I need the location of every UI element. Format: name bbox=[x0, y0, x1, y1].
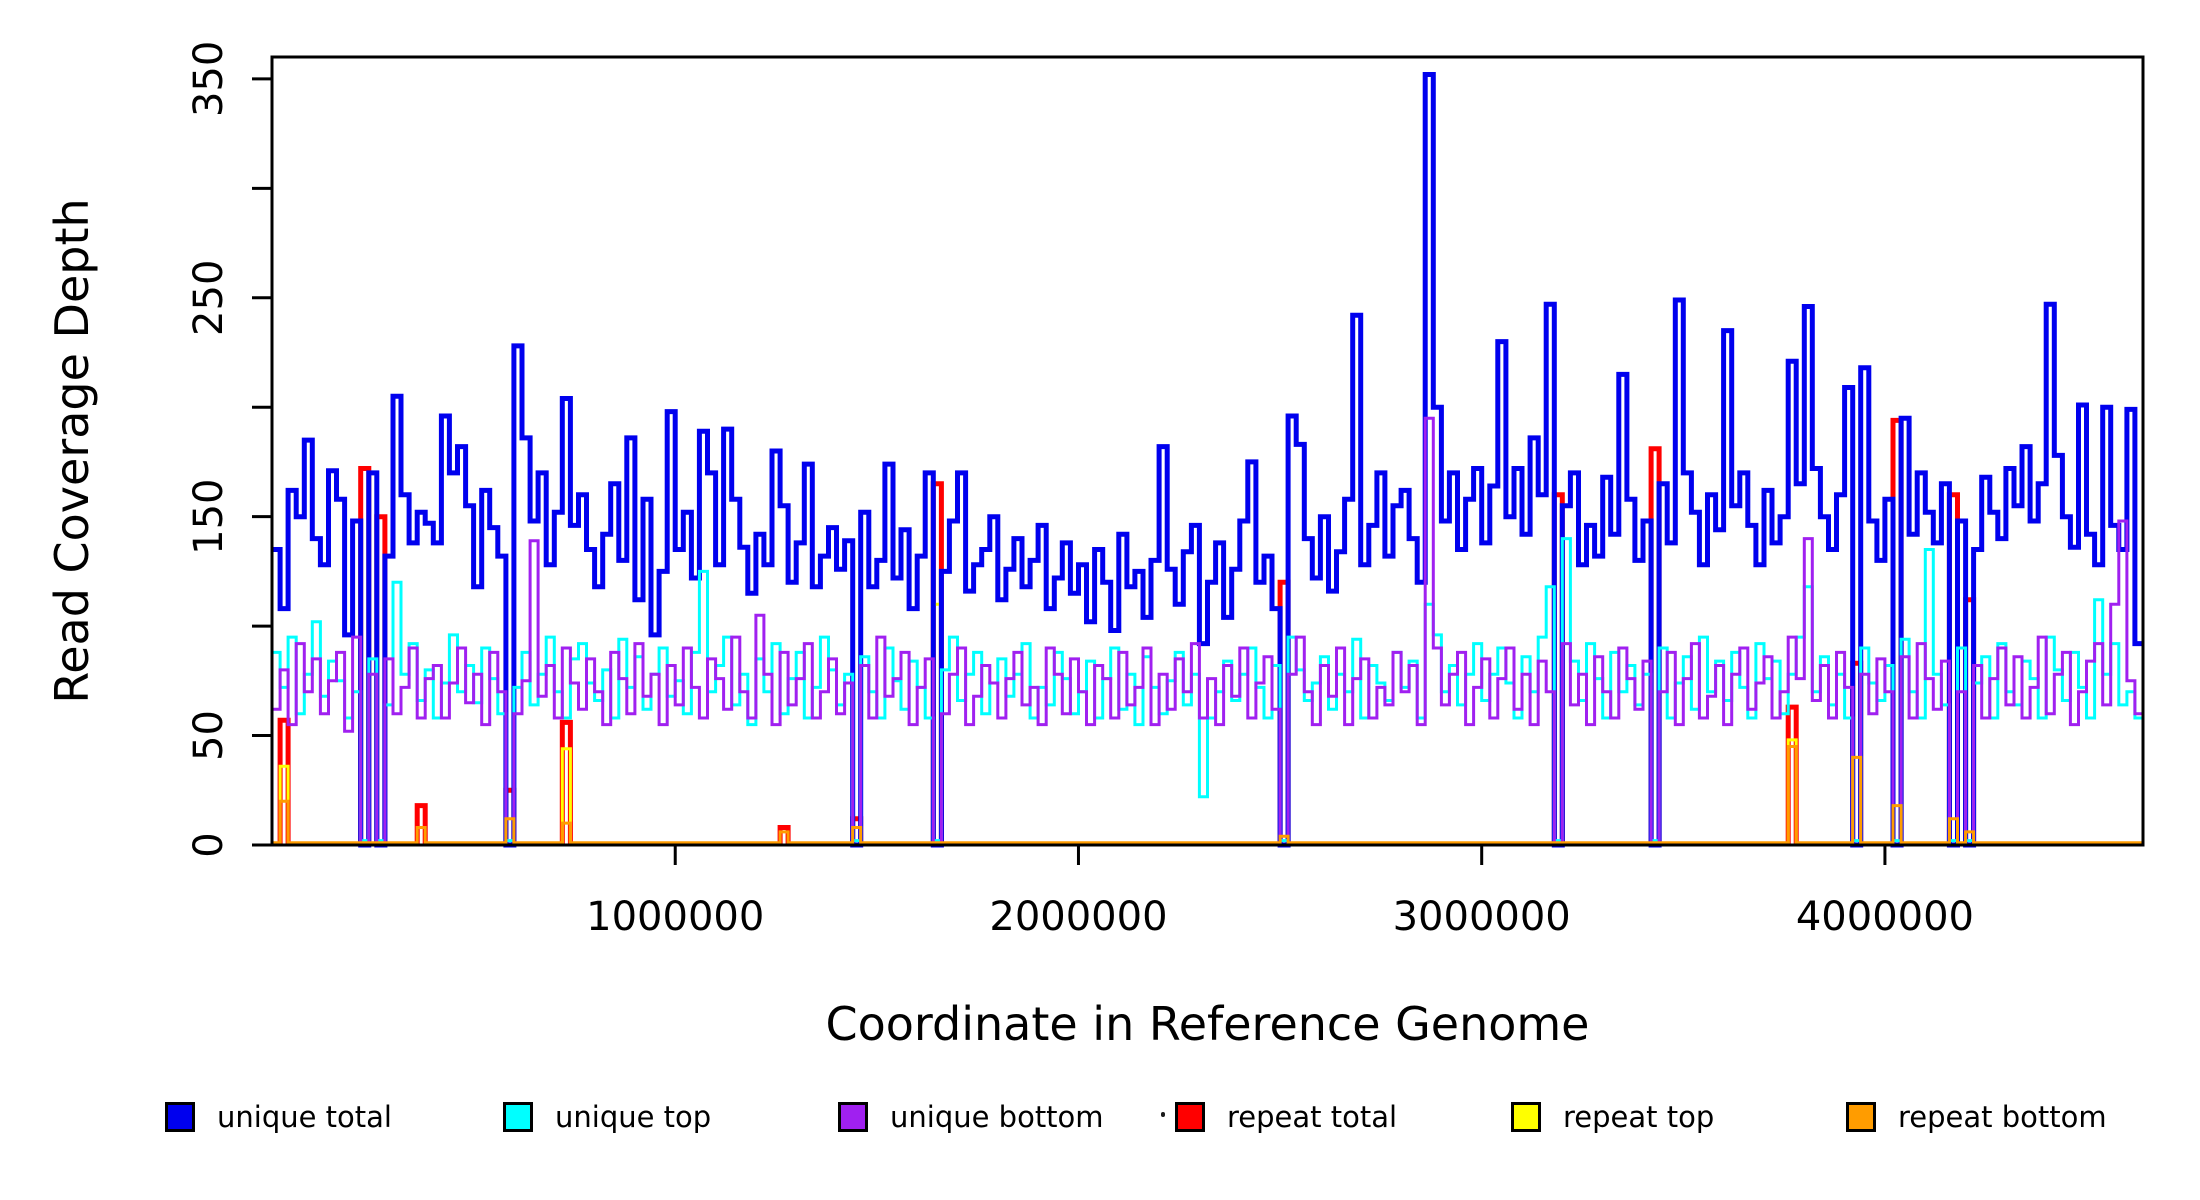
y-tick-label: 250 bbox=[186, 260, 232, 336]
repeat-total-swatch-icon bbox=[1175, 1102, 1205, 1132]
legend-item-unique-top: unique top bbox=[503, 1096, 711, 1138]
y-tick-label: 350 bbox=[186, 41, 232, 117]
legend-item-repeat-top: repeat top bbox=[1511, 1096, 1714, 1138]
x-tick-label: 2000000 bbox=[989, 894, 1167, 940]
unique-top-swatch-icon bbox=[503, 1102, 533, 1132]
series-unique-bottom-line bbox=[272, 416, 2143, 847]
x-axis-title: Coordinate in Reference Genome bbox=[826, 997, 1590, 1051]
legend-item-unique-bottom: unique bottom bbox=[838, 1096, 1104, 1138]
series-repeat-bottom-line bbox=[272, 745, 2143, 845]
legend: unique total unique top unique bottom re… bbox=[0, 1096, 2200, 1142]
axis-layer: 0 50 150 250 350 1000000 2000000 3000000 4000000 bbox=[186, 41, 1974, 940]
y-tick-label: 0 bbox=[186, 832, 232, 857]
legend-label: repeat bottom bbox=[1898, 1100, 2107, 1134]
series-layer bbox=[272, 72, 2143, 848]
plot-box-border bbox=[270, 55, 2145, 847]
legend-label: repeat total bbox=[1227, 1100, 1398, 1134]
series-unique-total-line bbox=[272, 72, 2143, 848]
repeat-top-swatch-icon bbox=[1511, 1102, 1541, 1132]
legend-item-repeat-total: repeat total bbox=[1175, 1096, 1397, 1138]
y-axis-title: Read Coverage Depth bbox=[45, 198, 99, 703]
legend-label: unique total bbox=[217, 1100, 392, 1134]
x-tick-label: 4000000 bbox=[1796, 894, 1974, 940]
series-repeat-top-line bbox=[278, 602, 1798, 845]
x-tick-label: 3000000 bbox=[1393, 894, 1571, 940]
unique-bottom-swatch-icon bbox=[838, 1102, 868, 1132]
y-tick-label: 50 bbox=[186, 710, 232, 761]
unique-total-swatch-icon bbox=[165, 1102, 195, 1132]
legend-label: unique top bbox=[555, 1100, 712, 1134]
repeat-bottom-swatch-icon bbox=[1846, 1102, 1876, 1132]
legend-label: repeat top bbox=[1563, 1100, 1715, 1134]
series-repeat-total-line bbox=[277, 417, 1977, 845]
legend-label: unique bottom bbox=[890, 1100, 1104, 1134]
x-tick-label: 1000000 bbox=[586, 894, 764, 940]
legend-item-repeat-bottom: repeat bottom bbox=[1846, 1096, 2107, 1138]
legend-item-unique-total: unique total bbox=[165, 1096, 392, 1138]
stray-dot-mark bbox=[1161, 1112, 1165, 1117]
y-tick-label: 150 bbox=[186, 478, 232, 554]
